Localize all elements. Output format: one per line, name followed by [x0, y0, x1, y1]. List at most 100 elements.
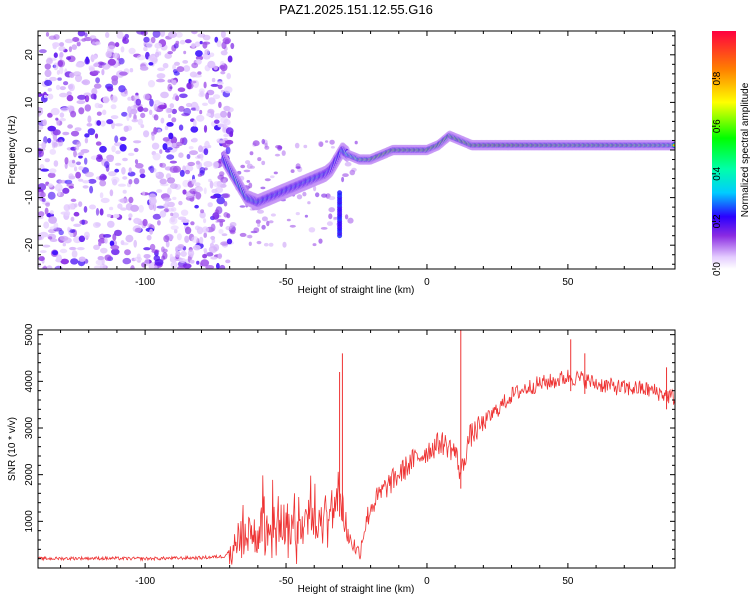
noise-blob	[211, 238, 216, 244]
noise-blob	[84, 231, 90, 239]
x-tick-label: 0	[424, 576, 430, 587]
noise-blob	[217, 84, 223, 90]
noise-blob	[114, 135, 119, 143]
noise-blob	[109, 240, 115, 247]
noise-blob	[96, 155, 103, 162]
noise-blob	[91, 87, 98, 96]
noise-blob	[191, 236, 199, 243]
noise-blob	[105, 50, 112, 58]
noise-blob	[73, 150, 77, 158]
noise-blob	[119, 144, 127, 152]
snr-panel: -100 -50 0 50 1000 2000 3000 4000 5000 Height of…	[7, 323, 676, 595]
noise-blob	[312, 243, 317, 247]
noise-blob	[198, 145, 203, 153]
noise-blob	[203, 148, 209, 156]
noise-blob	[78, 166, 84, 171]
noise-blob	[341, 176, 345, 183]
noise-blob	[47, 93, 54, 100]
noise-blob	[143, 130, 150, 138]
noise-blob	[275, 145, 282, 149]
noise-blob	[134, 227, 142, 233]
noise-blob	[62, 242, 66, 247]
noise-blob	[246, 180, 251, 183]
noise-blob	[149, 98, 154, 107]
noise-blob	[112, 233, 117, 241]
snr-axes: -100 -50 0 50 1000 2000 3000 4000 5000	[24, 323, 675, 587]
noise-blob	[252, 140, 260, 147]
noise-blob	[123, 125, 129, 132]
noise-blob	[199, 40, 203, 45]
noise-blob	[209, 180, 214, 189]
noise-blob	[202, 254, 208, 259]
noise-blob	[171, 117, 177, 123]
noise-blob	[175, 31, 183, 38]
noise-blob	[203, 232, 207, 238]
noise-blob	[48, 236, 53, 240]
noise-blob	[142, 107, 149, 113]
noise-blob	[171, 142, 177, 148]
noise-blob	[186, 82, 194, 90]
noise-blob	[199, 109, 203, 115]
noise-blob	[137, 106, 144, 112]
noise-blob	[74, 74, 83, 83]
noise-blob	[52, 42, 60, 48]
noise-blob	[66, 105, 75, 111]
noise-blob	[185, 169, 190, 175]
noise-blob	[175, 250, 181, 258]
noise-blob	[107, 220, 115, 228]
noise-blob	[72, 37, 80, 42]
noise-blob	[161, 246, 165, 253]
noise-blob	[157, 220, 161, 226]
noise-blob	[114, 162, 122, 166]
x-tick-label: 0	[424, 277, 430, 288]
colorbar-tick-label: 0.4	[712, 166, 723, 180]
noise-blob	[77, 31, 86, 37]
noise-blob	[205, 92, 210, 100]
noise-blob	[38, 147, 43, 155]
noise-blob	[175, 40, 180, 46]
noise-blob	[178, 152, 184, 158]
noise-blob	[165, 107, 171, 114]
noise-blob	[193, 74, 202, 78]
noise-blob	[220, 110, 228, 118]
noise-blob	[220, 71, 226, 75]
noise-blob	[58, 46, 66, 52]
noise-blob	[253, 227, 260, 234]
noise-blob	[131, 118, 139, 123]
noise-blob	[150, 36, 156, 44]
noise-blob	[100, 197, 110, 204]
noise-blob	[111, 145, 116, 153]
noise-blob	[40, 168, 49, 172]
noise-blob	[207, 97, 216, 105]
noise-blob	[121, 167, 126, 175]
noise-blob	[53, 52, 58, 58]
noise-blob	[197, 71, 202, 75]
noise-blob	[109, 189, 114, 197]
noise-blob	[194, 182, 201, 187]
noise-blob	[47, 125, 56, 132]
noise-blob	[220, 31, 226, 39]
noise-blob	[160, 117, 165, 124]
noise-blob	[191, 137, 198, 143]
noise-blob	[207, 145, 212, 149]
noise-blob	[107, 58, 116, 66]
noise-blob	[38, 143, 42, 147]
noise-blob	[111, 176, 120, 183]
noise-blob	[95, 141, 102, 146]
noise-blob	[66, 94, 74, 102]
noise-blob	[154, 42, 162, 49]
noise-blob	[47, 112, 53, 118]
noise-blob	[133, 147, 139, 153]
noise-blob	[92, 41, 96, 46]
noise-blob	[128, 196, 134, 204]
noise-blob	[90, 93, 97, 100]
noise-blob	[89, 204, 96, 210]
noise-blob	[164, 125, 169, 131]
noise-blob	[87, 128, 96, 136]
noise-blob	[114, 42, 120, 48]
snr-x-axis-label: Height of straight line (km)	[298, 584, 415, 595]
noise-blob	[229, 222, 237, 227]
noise-blob	[218, 101, 222, 109]
noise-blob	[109, 206, 114, 211]
noise-blob	[147, 54, 157, 63]
